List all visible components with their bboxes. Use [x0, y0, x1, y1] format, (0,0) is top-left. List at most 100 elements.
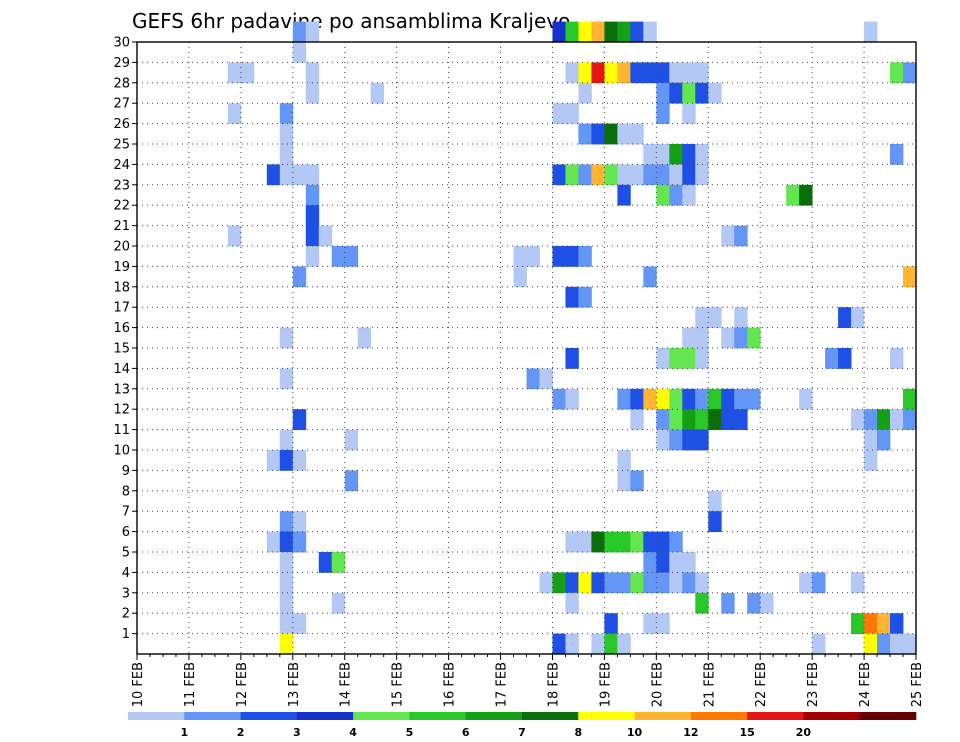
- heatmap-cell: [864, 633, 878, 655]
- y-tick-label: 9: [122, 464, 130, 479]
- heatmap-cell: [721, 225, 735, 247]
- heatmap-cell: [565, 286, 579, 308]
- heatmap-cell: [656, 409, 670, 430]
- heatmap-cell: [604, 613, 618, 634]
- heatmap-cell: [630, 21, 644, 43]
- heatmap-cell: [903, 633, 917, 655]
- legend-boundary-label: 3: [293, 726, 301, 739]
- heatmap-cell: [292, 21, 307, 43]
- heatmap-cell: [656, 531, 670, 553]
- heatmap-cell: [682, 388, 696, 410]
- heatmap-cell: [695, 572, 709, 594]
- heatmap-cell: [617, 164, 631, 186]
- heatmap-cell: [682, 144, 696, 165]
- heatmap-cell: [669, 62, 683, 84]
- y-tick-label: 17: [113, 301, 130, 316]
- heatmap-cell: [266, 531, 281, 553]
- heatmap-cell: [604, 123, 618, 145]
- heatmap-cell: [331, 552, 346, 573]
- heatmap-cell: [565, 633, 579, 655]
- heatmap-cell: [656, 552, 670, 573]
- heatmap-cell: [630, 470, 644, 492]
- heatmap-cell: [864, 450, 878, 471]
- legend-boundary-label: 1: [180, 726, 188, 739]
- y-tick-label: 18: [113, 280, 130, 295]
- heatmap-cell: [890, 613, 904, 634]
- heatmap-cell: [604, 633, 618, 655]
- heatmap-cell: [370, 82, 385, 104]
- heatmap-cell: [877, 409, 891, 430]
- legend-boundary-label: 5: [406, 726, 414, 739]
- heatmap-cell: [565, 348, 579, 369]
- heatmap-cell: [591, 164, 605, 186]
- heatmap-cell: [721, 388, 735, 410]
- heatmap-cell: [526, 246, 540, 267]
- heatmap-cell: [279, 103, 294, 124]
- legend-boundary-label: 20: [796, 726, 812, 739]
- heatmap-cell: [695, 348, 709, 369]
- heatmap-cell: [643, 21, 657, 43]
- y-tick-label: 4: [122, 566, 130, 581]
- legend-color-swatch: [578, 712, 635, 720]
- heatmap-cell: [292, 450, 307, 471]
- heatmap-cell: [552, 572, 566, 594]
- heatmap-cell: [565, 388, 579, 410]
- heatmap-cell: [279, 123, 294, 145]
- heatmap-cell: [682, 62, 696, 84]
- x-tick-label: 19 FEB: [598, 662, 613, 707]
- heatmap-cell: [578, 82, 592, 104]
- legend-boundary-label: 4: [349, 726, 357, 739]
- heatmap-cell: [695, 388, 709, 410]
- heatmap-cell: [877, 429, 891, 451]
- heatmap-cell: [643, 613, 657, 634]
- legend-color-swatch: [690, 712, 748, 720]
- heatmap-cell: [630, 531, 644, 553]
- heatmap-cell: [695, 82, 709, 104]
- x-axis: 10 FEB 11 FEB 12 FEB 13 FEB 14 FEB 15 FEB 16 F…: [131, 654, 925, 707]
- heatmap-cell: [721, 327, 735, 349]
- heatmap-cell: [578, 286, 592, 308]
- heatmap-cell: [825, 348, 839, 369]
- heatmap-cell: [565, 21, 579, 43]
- heatmap-cell: [708, 82, 722, 104]
- x-tick-label: 14 FEB: [339, 662, 354, 707]
- heatmap-cell: [279, 633, 294, 655]
- heatmap-cell: [292, 531, 307, 553]
- heatmap-cell: [799, 388, 813, 410]
- y-tick-label: 28: [113, 76, 130, 91]
- heatmap-cell: [747, 388, 761, 410]
- heatmap-cell: [513, 266, 527, 288]
- x-tick-label: 23 FEB: [806, 662, 821, 707]
- heatmap-cell: [812, 572, 826, 594]
- heatmap-cell: [669, 144, 683, 165]
- heatmap-cell: [617, 633, 631, 655]
- heatmap-cell: [747, 592, 761, 614]
- heatmap-cell: [890, 144, 904, 165]
- heatmap-cell: [617, 531, 631, 553]
- heatmap-cell: [682, 429, 696, 451]
- legend-color-swatch: [184, 712, 241, 720]
- heatmap-cell: [864, 409, 878, 430]
- x-tick-label: 13 FEB: [287, 662, 302, 707]
- heatmap-cell: [591, 123, 605, 145]
- heatmap-cell: [227, 103, 242, 124]
- heatmap-cell: [513, 246, 527, 267]
- heatmap-cell: [565, 572, 579, 594]
- heatmap-cell: [630, 409, 644, 430]
- heatmap-cell: [331, 246, 346, 267]
- y-tick-label: 5: [122, 546, 130, 561]
- heatmap-cell: [708, 490, 722, 512]
- y-tick-label: 13: [113, 382, 130, 397]
- x-tick-label: 25 FEB: [910, 662, 925, 707]
- heatmap-cell: [630, 572, 644, 594]
- heatmap-cell: [890, 62, 904, 84]
- heatmap-cell: [682, 572, 696, 594]
- heatmap-cell: [331, 592, 346, 614]
- legend-color-swatch: [747, 712, 804, 720]
- y-tick-label: 14: [113, 362, 130, 377]
- heatmap-cell: [565, 164, 579, 186]
- heatmap-cell: [617, 450, 631, 471]
- heatmap-cell: [903, 409, 917, 430]
- heatmap-cell: [305, 62, 320, 84]
